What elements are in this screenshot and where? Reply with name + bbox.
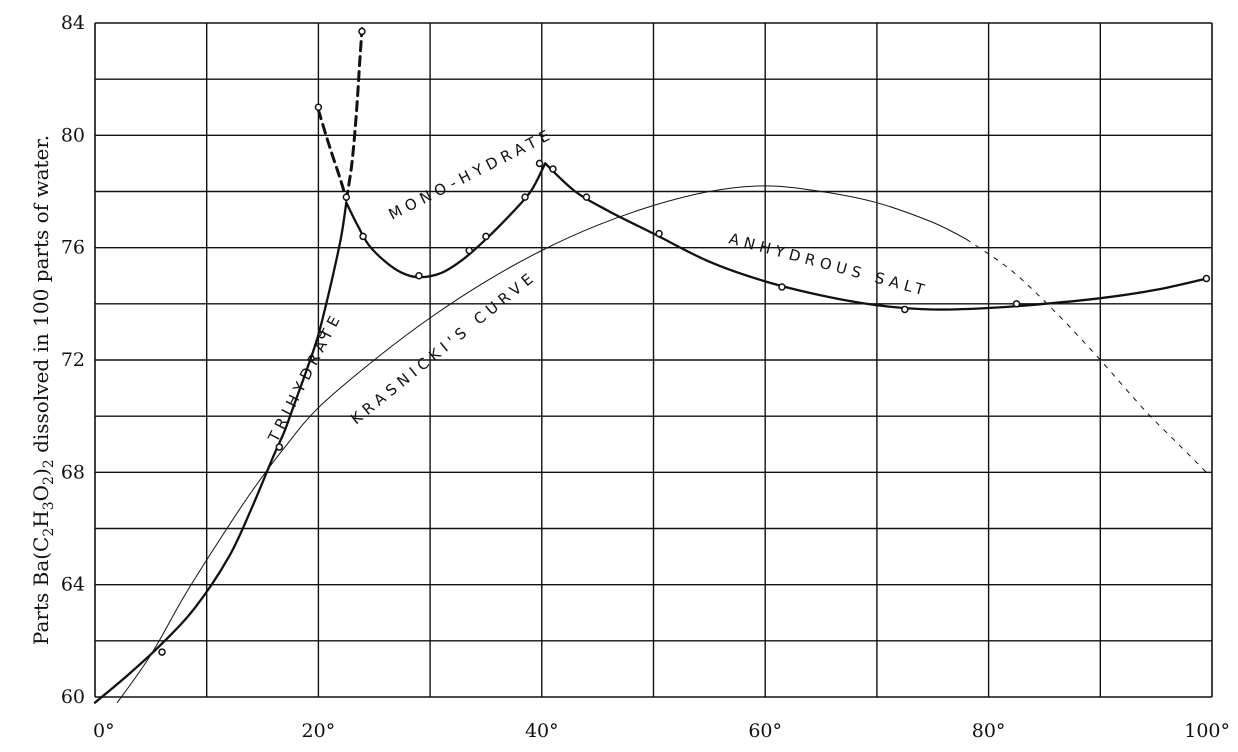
data-point-anhydrous-salt <box>1202 274 1211 283</box>
y-tick-label: 80 <box>61 124 85 146</box>
data-point-mono-hydrate <box>359 232 367 241</box>
series-line-metastable-extension-5 <box>344 27 364 202</box>
data-point-anhydrous-salt <box>778 283 786 291</box>
data-point-mono-hydrate <box>521 193 529 201</box>
series-line-metastable-extension-4 <box>316 108 348 202</box>
y-tick-label: 60 <box>61 686 85 708</box>
marker-layer <box>158 27 1211 656</box>
series-line-anhydrous-salt <box>544 162 1208 311</box>
data-point-metastable-extension-5 <box>358 27 366 36</box>
y-axis-title-subscript: 2 <box>41 476 57 485</box>
y-axis-title-part: Parts Ba(C <box>29 537 53 645</box>
y-axis-title-subscript: 3 <box>41 501 57 510</box>
data-point-metastable-extension-4 <box>314 103 323 111</box>
data-point-mono-hydrate <box>535 159 544 168</box>
data-point-mono-hydrate <box>482 232 490 241</box>
data-point-anhydrous-salt <box>655 229 663 238</box>
y-tick-label: 64 <box>61 574 85 596</box>
data-point-mono-hydrate <box>415 272 423 280</box>
y-tick-label: 76 <box>61 237 85 259</box>
series-line-krasnicki-s-curve <box>116 185 967 704</box>
x-tick-label: 0° <box>93 720 115 742</box>
y-tick-label: 84 <box>61 12 85 34</box>
data-point-anhydrous-salt <box>1012 300 1021 308</box>
y-tick-labels: 60 64 68 72 76 80 84 <box>61 12 85 708</box>
y-axis-title-part: dissolved in 100 parts of water. <box>29 135 53 459</box>
y-axis-title-part: O <box>29 485 53 501</box>
series-line-mono-hydrate <box>345 162 547 279</box>
series-line-trihydrate <box>93 201 348 704</box>
data-point-trihydrate <box>318 330 326 339</box>
x-tick-label: 100° <box>1184 720 1230 742</box>
grid-lines <box>94 22 1213 698</box>
x-tick-label: 20° <box>302 720 336 742</box>
x-tick-label: 60° <box>748 720 782 742</box>
data-point-mono-hydrate <box>465 246 473 255</box>
x-tick-label: 80° <box>972 720 1006 742</box>
x-tick-label: 40° <box>525 720 559 742</box>
x-tick-labels: 0° 20° 40° 60° 80° 100° <box>93 720 1230 742</box>
y-axis-title-subscript: 2 <box>41 459 57 468</box>
data-point-anhydrous-salt <box>582 193 591 201</box>
data-point-trihydrate <box>342 193 351 201</box>
data-point-trihydrate <box>275 443 284 451</box>
data-point-anhydrous-salt <box>549 165 557 173</box>
series-layer <box>93 27 1208 704</box>
y-tick-label: 68 <box>61 461 85 483</box>
y-axis-title-subscript: 2 <box>41 528 57 537</box>
y-axis-title-part: ) <box>29 468 53 476</box>
y-axis-title: Parts Ba(C2H3O2)2 dissolved in 100 parts… <box>29 135 57 645</box>
y-axis-title-part: H <box>29 510 53 527</box>
data-point-trihydrate <box>158 648 166 656</box>
y-tick-label: 72 <box>61 349 85 371</box>
data-point-anhydrous-salt <box>901 305 909 314</box>
